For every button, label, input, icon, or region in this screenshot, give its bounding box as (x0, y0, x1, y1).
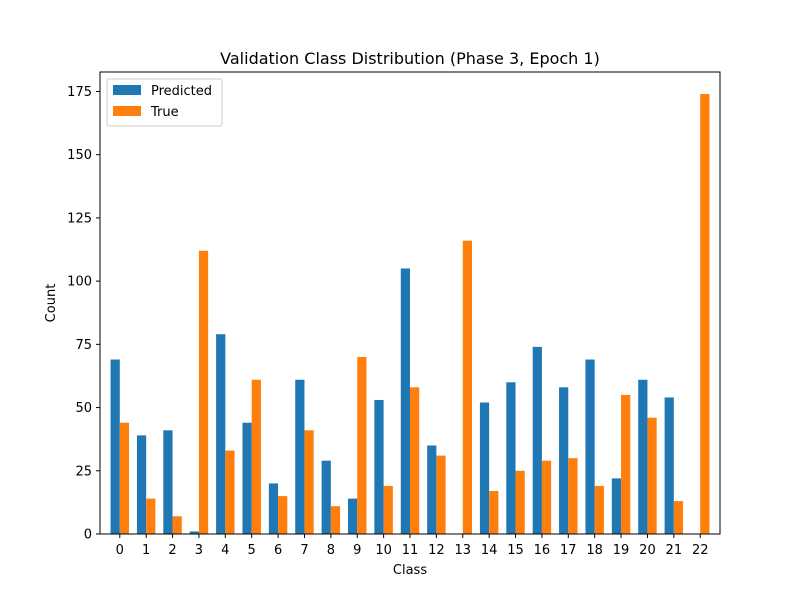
x-tick-label: 17 (560, 543, 577, 558)
bar-true-class-15 (515, 470, 525, 534)
bar-true-class-12 (436, 455, 446, 534)
y-tick-label: 75 (75, 338, 92, 353)
bar-predicted-class-2 (163, 430, 173, 534)
bar-true-class-6 (278, 496, 288, 534)
bar-predicted-class-9 (348, 498, 358, 534)
x-tick-label: 11 (402, 543, 419, 558)
x-tick-label: 16 (534, 543, 551, 558)
bar-predicted-class-18 (585, 359, 595, 534)
bar-true-class-19 (621, 394, 631, 534)
x-tick-label: 2 (168, 543, 176, 558)
bar-true-class-5 (251, 379, 261, 534)
bar-true-class-9 (357, 356, 367, 534)
x-tick-label: 3 (195, 543, 203, 558)
bar-true-class-13 (462, 240, 472, 535)
y-axis: 0 25 50 75 100 125 150 175 (67, 85, 100, 543)
x-axis: 0 1 2 3 4 5 6 7 8 9 10 11 12 13 14 15 16 17 18 19 20 21 22 (116, 534, 709, 558)
bar-true-class-7 (304, 430, 314, 534)
legend-label-true: True (150, 105, 179, 120)
bar-true-class-20 (647, 417, 657, 534)
x-tick-label: 5 (248, 543, 256, 558)
bar-predicted-class-5 (242, 422, 252, 534)
bar-predicted-class-3 (189, 531, 199, 534)
bar-predicted-class-6 (268, 483, 279, 534)
y-tick-label: 125 (67, 211, 92, 226)
bar-true-class-4 (225, 450, 235, 534)
bar-predicted-class-20 (638, 379, 648, 534)
bar-true-class-14 (489, 491, 499, 534)
x-tick-label: 10 (375, 543, 392, 558)
legend-label-predicted: Predicted (151, 84, 212, 99)
chart-title: Validation Class Distribution (Phase 3, … (220, 49, 600, 68)
x-tick-label: 0 (116, 543, 124, 558)
bar-predicted-class-1 (136, 435, 147, 534)
x-tick-label: 8 (327, 543, 335, 558)
x-axis-label: Class (393, 563, 427, 578)
x-tick-label: 13 (454, 543, 471, 558)
y-tick-label: 175 (67, 85, 92, 100)
bar-predicted-class-7 (295, 379, 305, 534)
x-tick-label: 1 (142, 543, 150, 558)
legend-swatch-true (113, 106, 141, 116)
bar-predicted-class-16 (532, 346, 542, 534)
x-tick-label: 19 (613, 543, 630, 558)
bar-true-class-18 (594, 485, 604, 534)
x-tick-label: 15 (507, 543, 524, 558)
x-tick-label: 20 (639, 543, 656, 558)
bar-true-class-3 (198, 250, 209, 534)
x-tick-label: 7 (300, 543, 308, 558)
y-tick-label: 25 (75, 464, 92, 479)
y-axis-label: Count (44, 284, 59, 323)
bar-predicted-class-0 (110, 359, 120, 534)
bar-predicted-class-17 (559, 387, 569, 534)
bars-layer (110, 94, 710, 535)
x-tick-label: 14 (481, 543, 498, 558)
bar-true-class-1 (146, 498, 156, 534)
x-tick-label: 22 (692, 543, 709, 558)
bar-predicted-class-15 (506, 382, 516, 534)
bar-predicted-class-4 (216, 334, 226, 534)
bar-true-class-17 (568, 458, 578, 534)
bar-predicted-class-11 (400, 268, 410, 534)
legend: Predicted True (106, 78, 223, 127)
bar-true-class-0 (119, 422, 130, 534)
y-tick-label: 100 (67, 275, 92, 290)
x-tick-label: 12 (428, 543, 445, 558)
bar-true-class-21 (673, 501, 684, 534)
bar-predicted-class-19 (611, 478, 622, 534)
bar-true-class-22 (700, 94, 710, 534)
x-tick-label: 4 (221, 543, 229, 558)
bar-predicted-class-8 (321, 460, 331, 534)
y-tick-label: 50 (75, 401, 92, 416)
x-tick-label: 21 (666, 543, 683, 558)
y-tick-label: 0 (84, 528, 92, 543)
bar-predicted-class-12 (427, 445, 437, 534)
x-tick-label: 18 (586, 543, 603, 558)
x-tick-label: 6 (274, 543, 282, 558)
bar-predicted-class-10 (374, 399, 384, 534)
y-tick-label: 150 (67, 148, 92, 163)
bar-true-class-10 (383, 485, 393, 534)
bar-true-class-11 (410, 387, 420, 534)
bar-predicted-class-21 (664, 397, 674, 534)
bar-true-class-16 (541, 460, 552, 534)
bar-true-class-2 (172, 516, 182, 534)
bar-predicted-class-14 (479, 402, 490, 534)
bar-true-class-8 (330, 506, 341, 534)
x-tick-label: 9 (353, 543, 361, 558)
legend-swatch-predicted (113, 85, 141, 95)
